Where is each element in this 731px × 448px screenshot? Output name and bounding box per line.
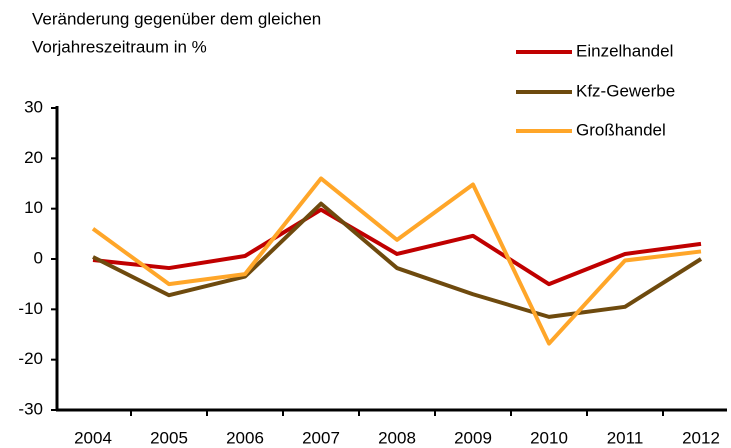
- y-tick-label: 20: [24, 148, 43, 167]
- series-line: [92, 201, 703, 319]
- y-tick-label: -20: [18, 349, 43, 368]
- axis-label: Veränderung gegenüber dem gleichen: [32, 9, 321, 28]
- y-tick-label: -30: [18, 399, 43, 418]
- x-tick-label: 2007: [302, 428, 340, 447]
- series-line: [91, 176, 702, 346]
- legend-label: Kfz-Gewerbe: [576, 81, 675, 100]
- x-tick-label: 2006: [226, 428, 264, 447]
- x-tick-label: 2009: [454, 428, 492, 447]
- x-tick-label: 2010: [530, 428, 568, 447]
- series-line: [92, 207, 702, 287]
- legend-label: Einzelhandel: [576, 41, 673, 60]
- y-tick-label: 0: [34, 248, 43, 267]
- y-tick-label: 30: [24, 97, 43, 116]
- axis-label: Vorjahreszeitraum in %: [32, 37, 207, 56]
- y-tick-label: 10: [24, 198, 43, 217]
- x-tick-label: 2008: [378, 428, 416, 447]
- x-tick-label: 2012: [682, 428, 720, 447]
- legend-label: Großhandel: [576, 120, 666, 139]
- x-tick-label: 2005: [150, 428, 188, 447]
- x-tick-label: 2011: [607, 428, 644, 447]
- x-tick-label: 2004: [74, 428, 112, 447]
- y-tick-label: -10: [18, 299, 43, 318]
